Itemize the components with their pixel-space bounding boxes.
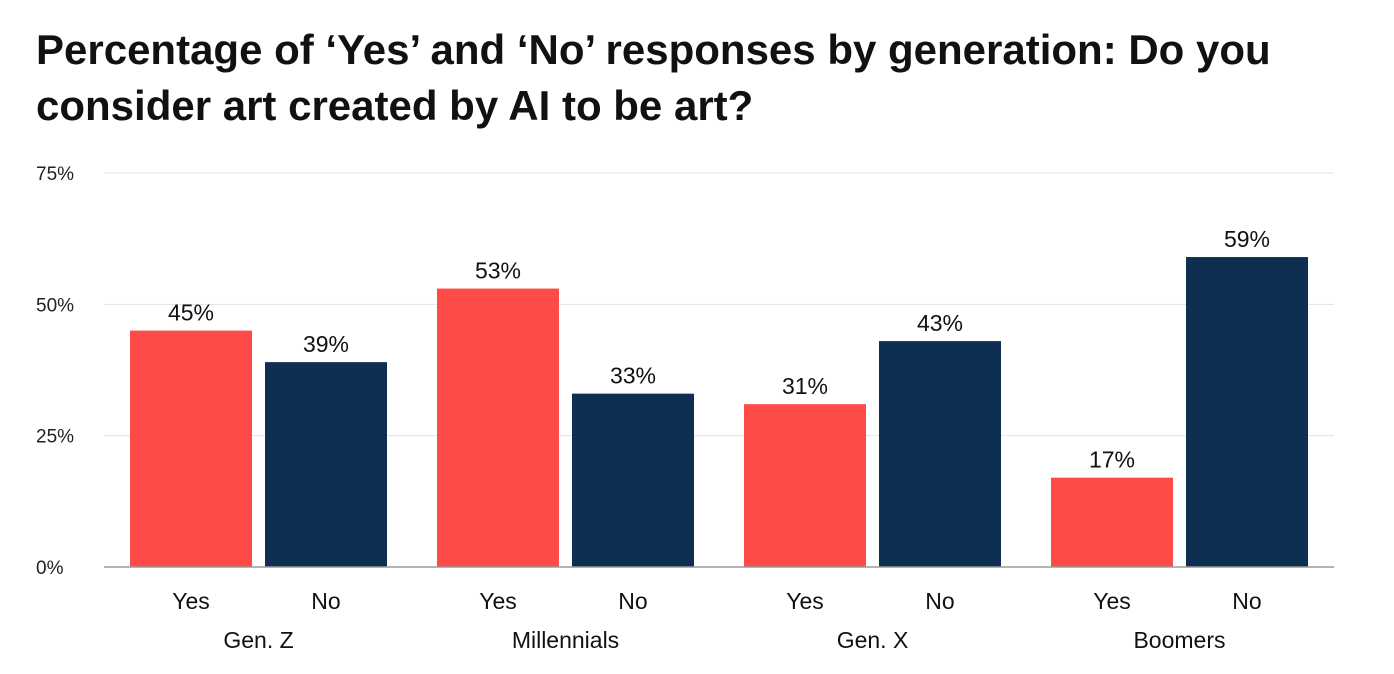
bar-no (572, 393, 694, 567)
x-tick-label: Yes (1093, 588, 1131, 614)
bar-no (1186, 257, 1308, 567)
bar-yes (437, 288, 559, 567)
data-label: 31% (782, 373, 828, 399)
x-tick-label: Yes (479, 588, 517, 614)
data-label: 59% (1224, 226, 1270, 252)
group-label: Gen. Z (223, 627, 293, 653)
bar-no (879, 341, 1001, 567)
x-tick-label: No (1232, 588, 1261, 614)
bar-yes (744, 404, 866, 567)
bar-no (265, 362, 387, 567)
group-label: Boomers (1133, 627, 1225, 653)
x-tick-label: No (311, 588, 340, 614)
x-tick-label: No (925, 588, 954, 614)
data-label: 53% (475, 258, 521, 284)
x-tick-label: No (618, 588, 647, 614)
bars (130, 257, 1308, 567)
y-tick-label: 0% (36, 558, 64, 579)
axes: 0% 25% 50% 75% (36, 164, 1334, 579)
bar-yes (130, 330, 252, 567)
y-tick-label: 50% (36, 295, 74, 316)
data-label: 43% (917, 310, 963, 336)
data-label: 45% (168, 300, 214, 326)
labels: 45% Yes 39% No Gen. Z 53% Yes 33% No Millennials 3… (168, 226, 1270, 653)
data-label: 33% (610, 363, 656, 389)
group-label: Millennials (512, 627, 619, 653)
data-label: 39% (303, 331, 349, 357)
data-label: 17% (1089, 447, 1135, 473)
chart-title: Percentage of ‘Yes’ and ‘No’ responses b… (36, 26, 1271, 129)
group-label: Gen. X (837, 627, 909, 653)
bar-yes (1051, 477, 1173, 567)
y-tick-label: 25% (36, 427, 74, 448)
x-tick-label: Yes (172, 588, 210, 614)
y-tick-label: 75% (36, 164, 74, 185)
x-tick-label: Yes (786, 588, 824, 614)
